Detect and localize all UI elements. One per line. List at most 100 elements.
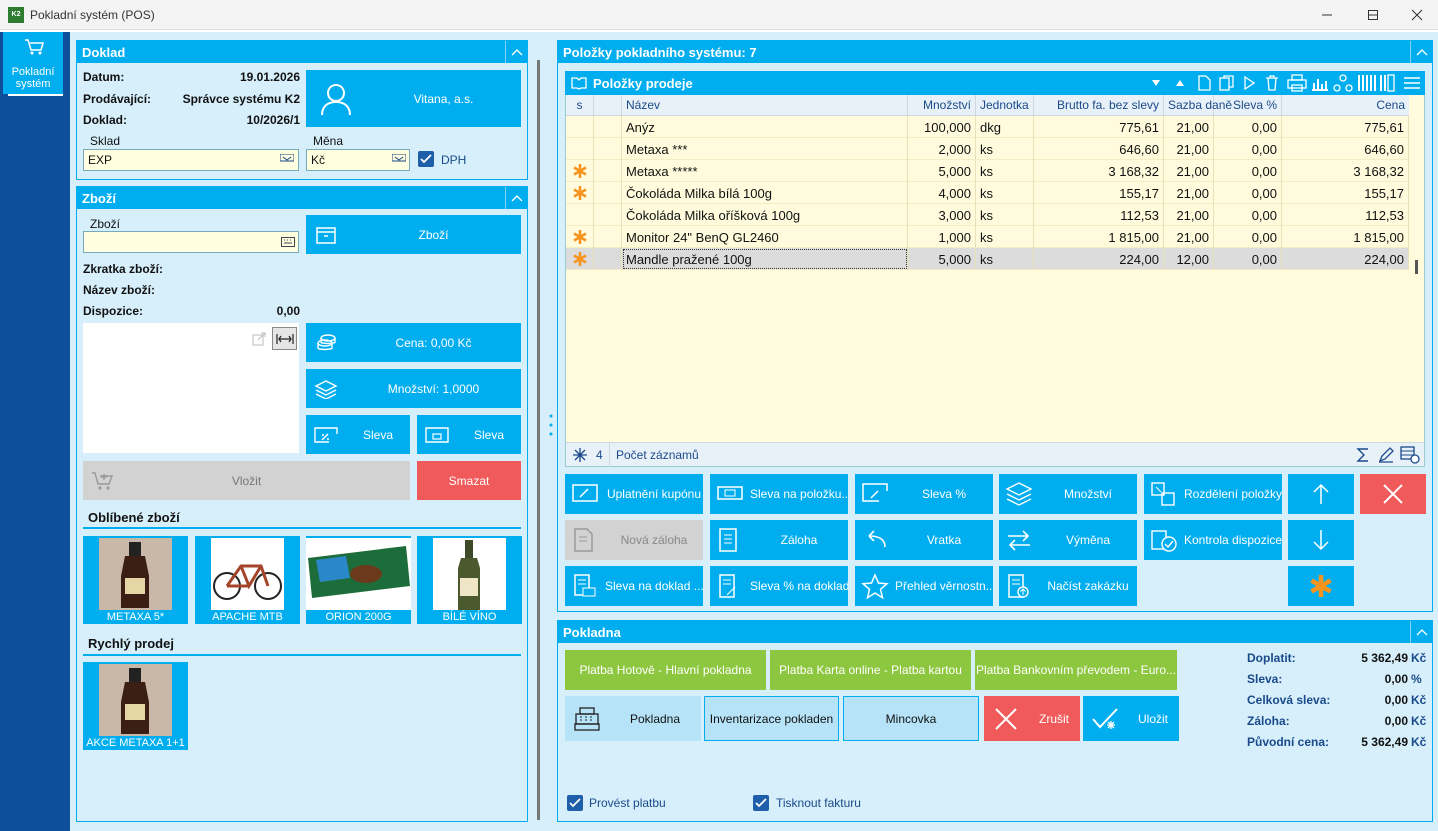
left-scrollbar[interactable] <box>537 60 540 820</box>
sleva-button[interactable]: Sleva % <box>855 474 993 514</box>
dropdown-icon[interactable] <box>392 154 406 164</box>
minimize-button-2[interactable] <box>1304 0 1350 30</box>
zbozi-input[interactable] <box>83 231 299 253</box>
sleva-na-doklad-button[interactable]: Sleva % na doklad <box>710 566 848 606</box>
table-row[interactable]: Anýz 100,000 dkg 775,61 21,00 0,00 775,61 <box>566 116 1409 138</box>
col-header-mnozstvi[interactable]: Množství <box>908 95 976 115</box>
zrusit-button[interactable]: Zrušit <box>984 696 1080 741</box>
customer-button[interactable]: Vitana, a.s. <box>306 70 521 127</box>
sleva-amount-button[interactable]: Sleva <box>417 415 521 454</box>
favorite-item-metaxa[interactable]: METAXA 5* <box>83 536 188 624</box>
settings-columns-icon[interactable] <box>1379 74 1395 92</box>
action-label: Výměna <box>1065 533 1111 547</box>
ulozit-button[interactable]: Uložit <box>1083 696 1179 741</box>
mena-select[interactable]: Kč <box>306 149 410 171</box>
trash-icon[interactable] <box>1265 75 1279 91</box>
chart-icon[interactable] <box>1311 75 1329 91</box>
triangle-up-icon[interactable] <box>1175 79 1185 87</box>
prehled-vernostn-button[interactable]: Přehled věrnostn... <box>855 566 993 606</box>
external-link-icon[interactable] <box>252 332 266 346</box>
provest-platbu-checkbox[interactable] <box>567 795 583 811</box>
nova-zaloha-button[interactable]: Nová záloha <box>565 520 703 560</box>
inventarizace-button[interactable]: Inventarizace pokladen <box>704 696 839 741</box>
quick-item-akce-metaxa[interactable]: AKCE METAXA 1+1 <box>83 662 188 750</box>
col-header-nazev[interactable]: Název <box>622 95 908 115</box>
favorite-item-apache[interactable]: APACHE MTB <box>195 536 300 624</box>
move-down-button[interactable] <box>1288 520 1354 560</box>
polozky-collapse-button[interactable] <box>1410 41 1432 63</box>
pay-card-button[interactable]: Platba Karta online - Platba kartou <box>770 650 971 690</box>
sleva-percent-button[interactable]: Sleva <box>306 415 410 454</box>
col-header-jednotka[interactable]: Jednotka <box>976 95 1034 115</box>
table-row[interactable]: Čokoláda Milka bílá 100g 4,000 ks 155,17 21,… <box>566 182 1409 204</box>
doklad-collapse-button[interactable] <box>505 41 527 63</box>
rozdeleni-polozky-button[interactable]: Rozdělení položky <box>1144 474 1282 514</box>
hierarchy-icon[interactable] <box>1333 74 1353 92</box>
copy-icon[interactable] <box>1219 75 1235 91</box>
col-header-sazba[interactable]: Sazba daně <box>1164 95 1232 115</box>
grid-settings-icon[interactable] <box>1400 446 1420 464</box>
pokladna-button[interactable]: Pokladna <box>565 696 701 741</box>
triangle-down-icon[interactable] <box>1151 79 1161 87</box>
cena-button[interactable]: Cena: 0,00 Kč <box>306 323 521 362</box>
cell-disc: 0,00 <box>1214 160 1282 182</box>
vlozit-button[interactable]: Vložit <box>83 461 410 500</box>
sleva-na-polozku-button[interactable]: Sleva na položku... <box>710 474 848 514</box>
dropdown-icon[interactable] <box>280 154 294 164</box>
sklad-select[interactable]: EXP <box>83 149 299 171</box>
tisknout-fakturu-checkbox[interactable] <box>753 795 769 811</box>
close-window-button[interactable] <box>1396 0 1438 30</box>
sum-icon[interactable] <box>1356 447 1370 463</box>
zbozi-button[interactable]: Zboží <box>306 215 521 254</box>
table-row[interactable]: Monitor 24" BenQ GL2460 1,000 ks 1 815,00 21… <box>566 226 1409 248</box>
kontrola-dispozice-button[interactable]: Kontrola dispozice <box>1144 520 1282 560</box>
columns-icon[interactable] <box>1357 74 1377 92</box>
hamburger-menu-icon[interactable] <box>1403 76 1421 90</box>
col-header-brutto[interactable]: Brutto fa. bez slevy <box>1034 95 1164 115</box>
mark-star-button[interactable] <box>1288 566 1354 606</box>
edit-icon[interactable] <box>1378 447 1394 463</box>
fit-width-button[interactable] <box>272 327 297 350</box>
favorite-label: APACHE MTB <box>212 611 283 623</box>
pay-bank-button[interactable]: Platba Bankovním převodem - Euro... <box>975 650 1177 690</box>
dph-checkbox[interactable] <box>418 151 434 167</box>
col-header-sleva[interactable]: Sleva % <box>1214 95 1282 115</box>
keyboard-icon[interactable] <box>281 237 295 247</box>
favorite-item-orion[interactable]: ORION 200G <box>306 536 411 624</box>
pokladna-collapse-button[interactable] <box>1410 621 1432 643</box>
table-row[interactable]: Čokoláda Milka oříšková 100g 3,000 ks 112,5… <box>566 204 1409 226</box>
minimize-button[interactable] <box>1350 0 1396 30</box>
layers-icon <box>1005 482 1033 506</box>
smazat-button[interactable]: Smazat <box>417 461 521 500</box>
vratka-button[interactable]: Vratka <box>855 520 993 560</box>
nacist-zakazku-button[interactable]: Načíst zakázku <box>999 566 1137 606</box>
zaloha-button[interactable]: Záloha <box>710 520 848 560</box>
mnozstvi-button[interactable]: Množství <box>999 474 1137 514</box>
table-row[interactable]: Metaxa ***** 5,000 ks 3 168,32 21,00 0,00 3 16… <box>566 160 1409 182</box>
cell-tax: 12,00 <box>1164 248 1214 270</box>
maximize-button[interactable] <box>1350 0 1396 30</box>
datum-value: 19.01.2026 <box>239 70 300 84</box>
pay-cash-button[interactable]: Platba Hotově - Hlavní pokladna <box>565 650 766 690</box>
play-icon[interactable] <box>1243 76 1255 90</box>
zbozi-collapse-button[interactable] <box>505 187 527 209</box>
vymena-button[interactable]: Výměna <box>999 520 1137 560</box>
splitter-handle[interactable] <box>549 410 553 440</box>
mnozstvi-button[interactable]: Množství: 1,0000 <box>306 369 521 408</box>
sleva-na-doklad-button[interactable]: Sleva na doklad ... <box>565 566 703 606</box>
col-header-s[interactable]: s <box>566 95 594 115</box>
action-label: Vratka <box>926 533 962 547</box>
favorite-item-bile-vino[interactable]: BÍLÉ VÍNO <box>417 536 522 624</box>
delete-item-button[interactable] <box>1360 474 1426 514</box>
snowflake-icon[interactable] <box>572 447 588 463</box>
mincovka-button[interactable]: Mincovka <box>843 696 979 741</box>
sidebar-item-pokladni-system[interactable]: Pokladní systém <box>3 32 63 94</box>
uplatneni-kuponu-button[interactable]: Uplatnění kupónu <box>565 474 703 514</box>
printer-icon[interactable] <box>1287 74 1307 92</box>
new-document-icon[interactable] <box>1197 75 1211 91</box>
col-header-cena[interactable]: Cena <box>1376 98 1405 112</box>
move-up-button[interactable] <box>1288 474 1354 514</box>
grid-scrollbar[interactable] <box>1415 260 1418 274</box>
table-row[interactable]: Mandle pražené 100g 5,000 ks 224,00 12,00 0,0… <box>566 248 1409 270</box>
table-row[interactable]: Metaxa *** 2,000 ks 646,60 21,00 0,00 646,60 <box>566 138 1409 160</box>
